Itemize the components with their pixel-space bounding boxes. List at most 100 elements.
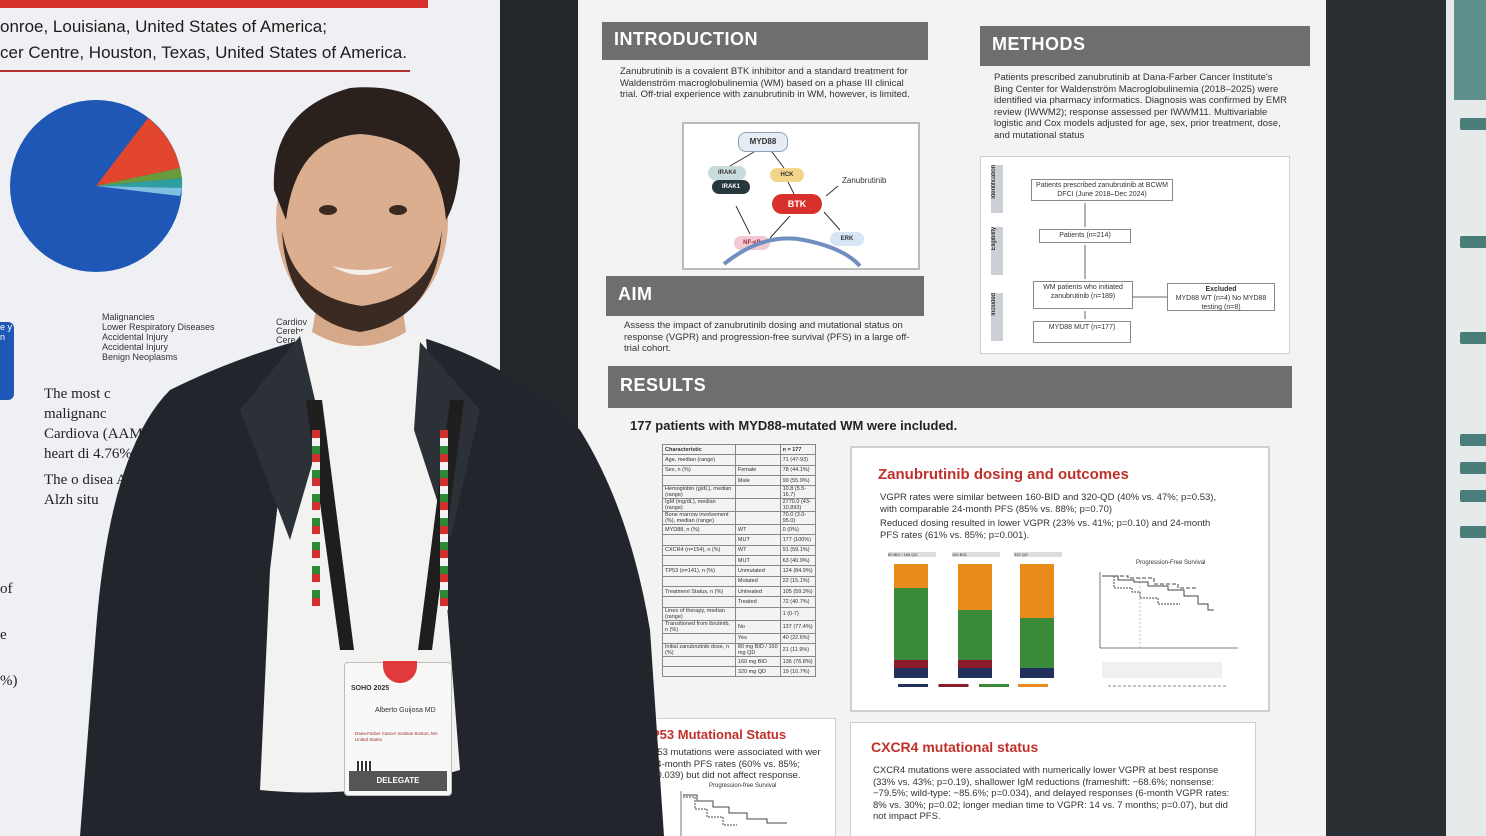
bar-segment-sd bbox=[958, 668, 992, 678]
table-row: MUT 177 (100%) bbox=[662, 534, 817, 546]
tp53-text: P53 mutations were associated with wer 2… bbox=[651, 747, 821, 781]
km-curve bbox=[683, 796, 737, 826]
table-cell: Bone marrow involvement (%), median (ran… bbox=[662, 511, 736, 526]
hck-node: HCK bbox=[770, 168, 804, 182]
tp53-km-plot bbox=[680, 791, 787, 836]
excluded-title: Excluded bbox=[1205, 286, 1237, 293]
table-cell: Untreated bbox=[734, 585, 781, 598]
left-edge-text: of e %) bbox=[0, 566, 18, 704]
table-row: Transitioned from ibrutinib, n (%) No 137 … bbox=[662, 619, 817, 634]
blue-tab-text: e y n bbox=[0, 322, 13, 342]
table-cell: 1 (0-7) bbox=[779, 606, 817, 621]
introduction-header: INTRODUCTION bbox=[602, 22, 928, 60]
bar-segment-pr bbox=[1020, 618, 1054, 668]
table-cell bbox=[734, 511, 781, 526]
flow-box-included: MYD88 MUT (n=177) bbox=[1033, 321, 1131, 343]
pie-label: Cerebr bbox=[276, 326, 304, 336]
bar-segment-pr bbox=[958, 610, 992, 660]
pie-label: Accidental Injury bbox=[102, 342, 169, 352]
aim-text: Assess the impact of zanubrutinib dosing… bbox=[624, 320, 910, 354]
table-cell: 80 mg BID / 160 mg QD bbox=[734, 642, 781, 657]
results-subtitle: 177 patients with MYD88-mutated WM were … bbox=[630, 418, 958, 433]
badge-role: DELEGATE bbox=[349, 771, 447, 791]
bar-segment-sd bbox=[894, 668, 928, 678]
table-cell: 320 mg QD bbox=[734, 666, 781, 678]
edge-fragment: e bbox=[0, 627, 7, 643]
table-row: Treatment Status, n (%) Untreated 105 (59.… bbox=[662, 585, 817, 598]
zanubrutinib-label: Zanubrutinib bbox=[842, 176, 887, 185]
table-cell bbox=[734, 606, 781, 621]
face bbox=[276, 112, 448, 328]
pie-slice-respiratory bbox=[96, 118, 180, 186]
edge-fragment: %) bbox=[0, 673, 18, 689]
arrow bbox=[771, 151, 785, 169]
tp53-panel: P53 Mutational Status P53 mutations were… bbox=[648, 718, 836, 836]
bar-segment-vgpr bbox=[894, 564, 928, 588]
km-risk-table bbox=[1102, 662, 1222, 678]
consort-flow-diagram: Identification Eligibility Included Pati… bbox=[980, 156, 1290, 354]
table-cell: 10.8 (5.5-16.7) bbox=[779, 485, 817, 500]
beard bbox=[282, 230, 442, 332]
table-cell: Treated bbox=[734, 596, 781, 608]
btk-node: BTK bbox=[772, 194, 822, 214]
affiliation-line: onroe, Louisiana, United States of Ameri… bbox=[0, 17, 327, 36]
flow-stage-label: Identification bbox=[991, 165, 1003, 213]
left-lapel bbox=[240, 336, 322, 540]
pie-legend: Malignancies Lower Respiratory Diseases … bbox=[102, 312, 215, 362]
flow-box-identified: Patients prescribed zanubrutinib at BCWM… bbox=[1031, 179, 1173, 201]
right-poster-fragment bbox=[1460, 118, 1486, 130]
cxcr4-panel: CXCR4 mutational status CXCR4 mutations … bbox=[850, 722, 1256, 836]
table-cell: No bbox=[734, 619, 781, 634]
pie-legend-col2: Cardiov Cerebr Cere bbox=[276, 318, 307, 345]
pie-label: Benign Neoplasms bbox=[102, 352, 178, 362]
table-row: CXCR4 (n=154), n (%) WT 91 (59.1%) bbox=[662, 544, 817, 557]
table-cell: Mutated bbox=[734, 575, 781, 587]
red-banner bbox=[0, 0, 428, 8]
bar-segment-pr bbox=[894, 588, 928, 660]
table-cell bbox=[662, 632, 736, 644]
lanyard-flags bbox=[312, 430, 320, 610]
right-eye bbox=[389, 205, 407, 215]
affiliation-line: cer Centre, Houston, Texas, United State… bbox=[0, 43, 407, 62]
right-poster-fragment bbox=[1460, 526, 1486, 538]
table-row: 320 mg QD 19 (10.7%) bbox=[662, 666, 817, 678]
bullet-text: The most c malignanc Cardiova (AAMR hear… bbox=[44, 386, 153, 462]
irak1-node: IRAK1 bbox=[712, 180, 750, 194]
arrow bbox=[735, 205, 751, 235]
table-row: Male 99 (55.9%) bbox=[662, 474, 817, 487]
table-cell: 40 (22.6%) bbox=[779, 632, 817, 644]
table-cell bbox=[734, 454, 781, 466]
pie-label: Cardiov bbox=[276, 317, 308, 327]
table-cell: 22 (15.1%) bbox=[779, 575, 817, 587]
km-curve bbox=[1102, 575, 1214, 611]
table-cell bbox=[662, 596, 736, 608]
km-curve bbox=[1102, 575, 1180, 605]
table-cell: 124 (84.9%) bbox=[779, 565, 817, 577]
table-row: MUT 63 (40.9%) bbox=[662, 555, 817, 567]
pie-slice-accidental bbox=[96, 168, 182, 186]
inhibit-line bbox=[825, 185, 839, 197]
poster-board-frame-right bbox=[1326, 0, 1446, 836]
table-row: Mutated 22 (15.1%) bbox=[662, 575, 817, 587]
arrow bbox=[729, 151, 755, 167]
bar-segment-vgpr bbox=[1020, 564, 1054, 618]
aim-header: AIM bbox=[606, 276, 924, 316]
table-cell: 177 (100%) bbox=[779, 534, 817, 546]
pathway-arrows bbox=[722, 151, 862, 268]
table-row: Lines of therapy, median (range) 1 (0-7) bbox=[662, 606, 817, 621]
nfkb-node: NF-κB bbox=[734, 236, 770, 250]
table-row: Characteristic n = 177 bbox=[662, 443, 817, 456]
left-poster-affiliations: onroe, Louisiana, United States of Ameri… bbox=[0, 14, 430, 66]
flow-stage-label: Included bbox=[991, 293, 1003, 341]
right-poster-edge bbox=[1446, 0, 1486, 836]
results-header: RESULTS bbox=[608, 366, 1292, 408]
table-cell: n = 177 bbox=[779, 443, 817, 456]
table-cell: 71 (47-93) bbox=[779, 454, 817, 466]
table-cell: 99 (55.9%) bbox=[779, 474, 817, 487]
table-cell: 105 (59.3%) bbox=[779, 585, 817, 598]
pie-label: Malignancies bbox=[102, 312, 155, 322]
table-row: Bone marrow involvement (%), median (ran… bbox=[662, 511, 817, 526]
table-cell bbox=[662, 666, 736, 678]
lanyard-flags bbox=[440, 430, 448, 610]
right-poster-fragment bbox=[1460, 462, 1486, 474]
